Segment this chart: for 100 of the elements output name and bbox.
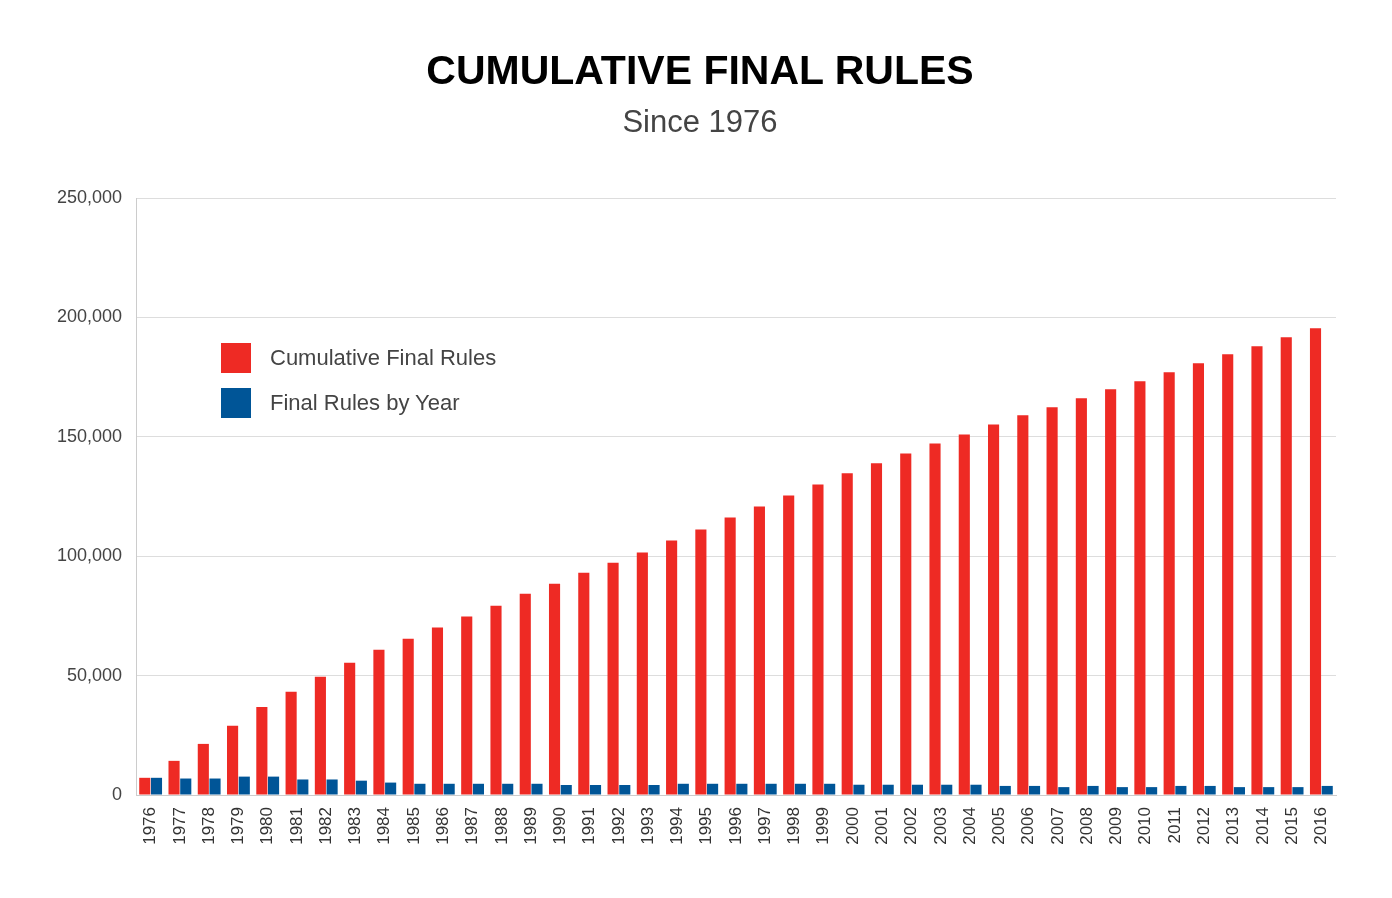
x-tick-label: 2011 xyxy=(1164,807,1184,844)
legend-label: Cumulative Final Rules xyxy=(270,344,497,372)
bar xyxy=(490,605,502,795)
y-tick-label: 50,000 xyxy=(66,664,122,685)
bar xyxy=(812,484,824,795)
bar xyxy=(373,649,385,795)
bar xyxy=(548,583,561,795)
x-tick-label: 1986 xyxy=(433,807,452,845)
x-tick-label: 1984 xyxy=(374,807,394,845)
bar xyxy=(988,424,1000,795)
bar xyxy=(941,784,953,795)
bar xyxy=(870,463,883,795)
x-tick-label: 2009 xyxy=(1106,807,1126,845)
y-tick-label: 0 xyxy=(111,783,122,804)
bar xyxy=(1105,389,1117,795)
x-tick-label: 1989 xyxy=(520,807,540,845)
bar xyxy=(929,443,941,795)
bar xyxy=(461,616,473,795)
bar xyxy=(285,691,297,795)
bar xyxy=(1292,787,1304,795)
x-tick-label: 1997 xyxy=(754,807,774,845)
bar xyxy=(238,776,250,795)
x-tick-label: 2015 xyxy=(1281,807,1301,845)
x-tick-label: 2005 xyxy=(989,807,1009,845)
bar xyxy=(666,540,678,795)
legend-label: Final Rules by Year xyxy=(270,389,460,417)
x-tick-label: 1991 xyxy=(579,807,599,845)
bar xyxy=(707,783,719,795)
bar xyxy=(1175,785,1187,795)
bar xyxy=(783,495,795,795)
bar xyxy=(1309,328,1322,795)
bar xyxy=(560,784,572,795)
bar xyxy=(443,783,455,795)
x-tick-label: 1981 xyxy=(286,807,306,845)
y-tick-label: 100,000 xyxy=(56,545,122,566)
bar xyxy=(970,784,982,795)
bar xyxy=(648,784,660,795)
bar xyxy=(1058,787,1070,795)
x-tick-label: 1993 xyxy=(637,807,657,845)
bar xyxy=(1116,787,1128,795)
x-tick-label: 1994 xyxy=(667,807,687,845)
x-tick-label: 1987 xyxy=(462,807,482,845)
bar xyxy=(824,783,836,795)
x-tick-label: 1992 xyxy=(608,807,628,845)
x-tick-label: 2004 xyxy=(959,807,979,845)
x-tick-label: 1999 xyxy=(813,807,833,845)
x-tick-label: 2001 xyxy=(872,807,892,845)
bar xyxy=(589,784,602,795)
bar xyxy=(1146,787,1158,795)
x-tick-label: 1998 xyxy=(784,807,804,845)
bar xyxy=(414,783,426,795)
bar xyxy=(472,783,484,795)
x-tick-label: 2000 xyxy=(842,807,862,845)
bar xyxy=(297,779,309,795)
bar xyxy=(355,780,367,795)
x-tick-label: 2006 xyxy=(1018,807,1038,845)
bar xyxy=(502,783,514,795)
x-tick-label: 1985 xyxy=(403,807,423,845)
bar xyxy=(882,784,894,795)
y-tick-label: 250,000 xyxy=(56,186,122,207)
bar xyxy=(344,662,356,795)
bar xyxy=(402,638,414,795)
bar xyxy=(197,743,209,795)
bar xyxy=(841,473,853,795)
bar xyxy=(268,776,280,795)
bar xyxy=(227,725,239,795)
bar xyxy=(911,784,924,795)
x-tick-label: 1995 xyxy=(696,807,716,845)
bar xyxy=(256,706,268,795)
bar xyxy=(794,783,806,795)
x-tick-label: 2003 xyxy=(930,807,950,845)
x-tick-label: 1990 xyxy=(550,807,570,845)
x-tick-label: 1977 xyxy=(169,807,189,845)
bar xyxy=(578,572,590,795)
x-tick-label: 1996 xyxy=(725,807,745,845)
y-tick-label: 200,000 xyxy=(56,306,122,327)
bar xyxy=(150,777,163,795)
bar xyxy=(385,782,397,795)
bar xyxy=(1017,415,1029,795)
bar xyxy=(1251,346,1263,795)
x-tick-label: 2010 xyxy=(1135,807,1155,845)
bar xyxy=(139,777,151,795)
x-tick-label: 2016 xyxy=(1311,807,1331,845)
bar xyxy=(1263,787,1275,795)
bar xyxy=(607,562,619,795)
chart-subtitle: Since 1976 xyxy=(622,104,778,139)
bar xyxy=(1134,381,1146,795)
bar xyxy=(765,783,777,795)
x-tick-label: 2012 xyxy=(1193,807,1213,845)
bar xyxy=(314,676,326,795)
bar xyxy=(519,593,531,795)
bar xyxy=(958,434,970,795)
bar xyxy=(326,779,338,795)
x-tick-label: 2014 xyxy=(1252,807,1272,845)
x-tick-label: 1976 xyxy=(140,807,160,845)
x-tick-label: 2013 xyxy=(1223,807,1243,845)
bar xyxy=(695,529,707,795)
x-tick-label: 1988 xyxy=(491,807,511,845)
x-tick-label: 1979 xyxy=(228,807,248,845)
bar xyxy=(431,627,444,795)
